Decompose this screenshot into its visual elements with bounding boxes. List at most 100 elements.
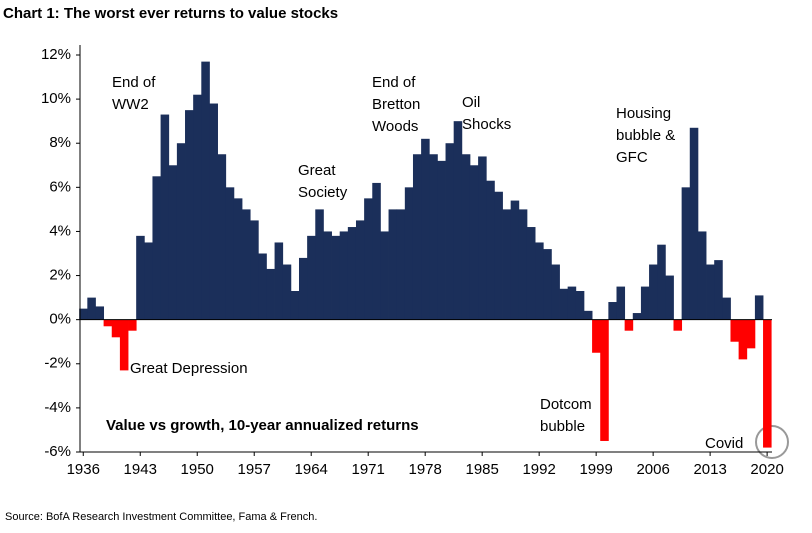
area-column (176, 143, 186, 320)
y-tick-label: 8% (49, 134, 71, 151)
annotation: Great Depression (130, 360, 248, 377)
area-column (282, 264, 292, 320)
area-column (722, 297, 731, 320)
y-tick-label: 4% (49, 222, 71, 239)
area-column (87, 297, 96, 320)
area-column (209, 103, 218, 320)
area-column (665, 275, 674, 320)
x-tick-label: 1943 (124, 461, 157, 478)
y-tick-label: 0% (49, 311, 71, 328)
area-column (95, 306, 105, 320)
area-column (510, 200, 520, 320)
area-column (649, 264, 658, 320)
area-column (616, 286, 626, 320)
area-column (347, 227, 357, 320)
annotation: WW2 (112, 96, 149, 113)
area-column (364, 198, 373, 320)
area-column (128, 319, 137, 331)
x-tick-label: 1985 (465, 461, 498, 478)
area-column (592, 319, 601, 353)
annotation: bubble & (616, 127, 675, 144)
area-column (478, 156, 487, 320)
area-column (624, 319, 634, 331)
area-column (518, 209, 528, 320)
area-column (323, 231, 332, 320)
area-column (242, 209, 251, 320)
y-tick-label: -6% (44, 443, 71, 460)
area-column (445, 143, 455, 320)
x-tick-label: 1999 (579, 461, 612, 478)
x-tick-label: 1971 (352, 461, 385, 478)
area-column (217, 154, 227, 320)
area-column (754, 295, 764, 320)
area-column (168, 165, 178, 320)
area-column (307, 235, 316, 320)
area-column (502, 209, 512, 320)
x-tick-label: 1964 (295, 461, 328, 478)
area-column (469, 165, 479, 320)
area-column (429, 154, 438, 320)
annotation: End of (112, 74, 156, 91)
area-column (298, 257, 308, 320)
area-column (494, 191, 503, 320)
area-column (193, 94, 202, 320)
area-column (706, 264, 715, 320)
annotation: End of (372, 74, 416, 91)
area-column (738, 319, 748, 360)
area-column (526, 227, 536, 320)
area-column (714, 260, 723, 320)
chart-title: Chart 1: The worst ever returns to value… (3, 5, 338, 22)
area-column (152, 176, 161, 320)
area-column (583, 310, 593, 320)
area-column (274, 242, 284, 320)
area-column (412, 154, 422, 320)
x-tick-label: 1978 (408, 461, 441, 478)
area-column (640, 286, 650, 320)
y-tick-label: 2% (49, 267, 71, 284)
area-column (559, 288, 569, 320)
area-column (380, 231, 389, 320)
area-column (746, 319, 756, 349)
x-tick-label: 1992 (522, 461, 555, 478)
area-column (111, 319, 121, 338)
area-column (437, 160, 446, 320)
y-tick-label: -2% (44, 355, 71, 372)
area-column (600, 319, 609, 441)
area-column (339, 231, 349, 320)
area-column (543, 249, 552, 320)
annotation: Great (298, 162, 336, 179)
area-column (315, 209, 324, 320)
area-column (388, 209, 398, 320)
annotation: Covid (705, 435, 743, 452)
area-column (673, 319, 683, 331)
area-column (551, 264, 560, 320)
area-column (421, 138, 430, 320)
x-tick-label: 1957 (238, 461, 271, 478)
x-tick-label: 2020 (750, 461, 783, 478)
y-tick-label: 10% (41, 90, 71, 107)
x-tick-label: 2006 (636, 461, 669, 478)
annotation: Society (298, 184, 348, 201)
area-column (396, 209, 406, 320)
area-column (331, 235, 341, 320)
area-column (632, 313, 642, 320)
highlight-circle (755, 425, 789, 459)
area-column (453, 121, 463, 320)
area-column (225, 187, 235, 320)
area-column (250, 220, 259, 320)
area-column (266, 268, 275, 320)
area-column (575, 290, 585, 320)
area-column (258, 253, 267, 320)
area-column (372, 182, 381, 320)
annotation: GFC (616, 149, 648, 166)
area-column (136, 235, 145, 320)
chart-subtitle: Value vs growth, 10-year annualized retu… (106, 417, 419, 434)
annotation: Bretton (372, 96, 420, 113)
area-column (79, 308, 88, 320)
area-column (697, 231, 707, 320)
annotation: bubble (540, 418, 585, 435)
area-column (144, 242, 153, 320)
area-column (355, 220, 365, 320)
